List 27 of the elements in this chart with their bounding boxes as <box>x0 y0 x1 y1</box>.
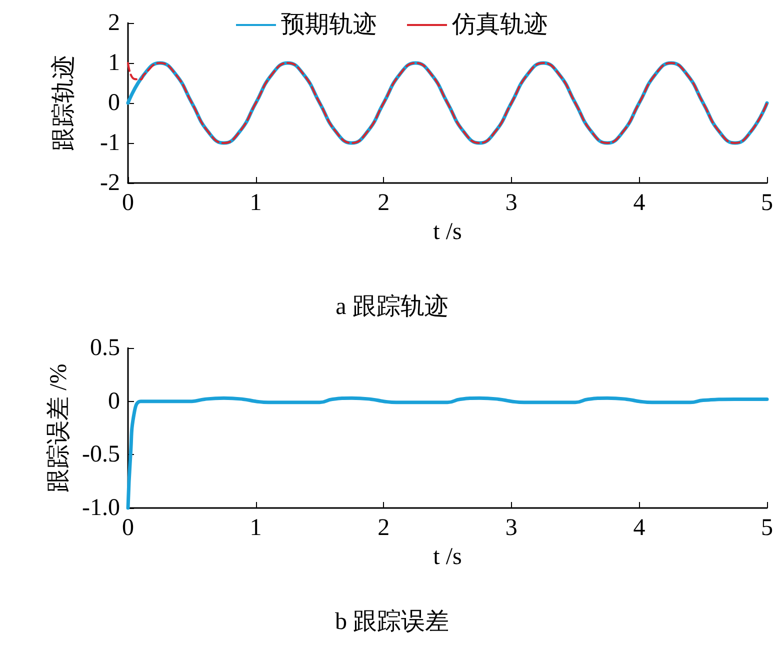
y-tick-label: 0 <box>108 388 120 414</box>
x-tick-label: 4 <box>633 515 646 541</box>
x-tick-label: 3 <box>505 515 518 541</box>
x-tick-label: 4 <box>633 190 646 216</box>
y-tick-label: 1 <box>108 50 120 76</box>
x-tick-label: 2 <box>378 190 390 216</box>
x-tick-label: 5 <box>761 515 773 541</box>
y-tick-label: 0.5 <box>90 335 120 361</box>
legend-label: 仿真轨迹 <box>451 11 548 38</box>
legend-label: 预期轨迹 <box>281 11 377 38</box>
x-tick-label: 5 <box>761 190 773 216</box>
y-axis-title: 跟踪误差 /% <box>45 364 72 492</box>
y-tick-label: -1 <box>100 130 120 156</box>
x-tick-label: 1 <box>250 515 262 541</box>
y-tick-label: 0 <box>108 90 120 116</box>
y-axis-title: 跟踪轨迹 <box>50 55 77 151</box>
y-tick-label: -0.5 <box>82 442 120 468</box>
x-tick-label: 2 <box>378 515 390 541</box>
y-tick-label: -1.0 <box>82 495 120 521</box>
x-tick-label: 1 <box>250 190 262 216</box>
x-tick-label: 3 <box>505 190 518 216</box>
y-tick-label: 2 <box>108 10 120 36</box>
text: b 跟踪误差 <box>335 608 449 635</box>
x-axis-title: t /s <box>433 544 462 570</box>
text: a 跟踪轨迹 <box>336 293 448 320</box>
y-tick-label: -2 <box>100 170 120 196</box>
x-axis-title: t /s <box>433 218 462 245</box>
